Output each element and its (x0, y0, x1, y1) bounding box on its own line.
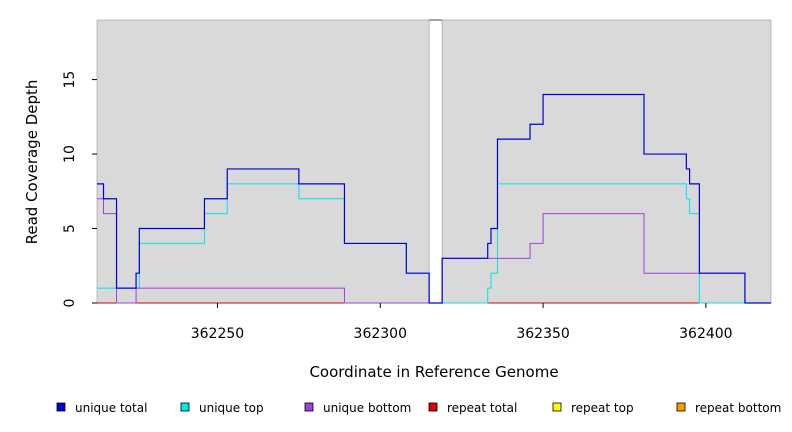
legend-label-repeat-total: repeat total (447, 401, 517, 415)
legend-label-repeat-bottom: repeat bottom (695, 401, 781, 415)
legend-label-unique-top: unique top (199, 401, 264, 415)
x-tick-label: 362300 (354, 326, 407, 342)
legend-swatch-unique-total (56, 402, 66, 412)
x-tick-label: 362400 (679, 326, 732, 342)
legend-label-repeat-top: repeat top (571, 401, 634, 415)
legend-label-unique-total: unique total (75, 401, 147, 415)
x-tick-label: 362250 (191, 326, 244, 342)
x-axis-label: Coordinate in Reference Genome (309, 363, 558, 381)
plot-panel-2 (441, 19, 772, 304)
plot-panel-1 (96, 19, 430, 304)
plot-panels (96, 19, 772, 304)
legend-label-unique-bottom: unique bottom (323, 401, 411, 415)
series-lines (97, 93, 771, 304)
legend-swatch-repeat-bottom (676, 402, 686, 412)
x-tick-label: 362350 (516, 326, 569, 342)
legend-swatch-repeat-top (552, 402, 562, 412)
legend-swatch-repeat-total (428, 402, 438, 412)
y-tick-label: 10 (62, 145, 78, 163)
legend-swatch-unique-top (180, 402, 190, 412)
y-tick-label: 15 (62, 71, 78, 89)
legend: unique total unique top unique bottom repea… (56, 401, 781, 415)
y-tick-label: 5 (62, 224, 78, 233)
series-line-unique-total (97, 93, 771, 304)
axes: 362250 362300 362350 362400 0 5 10 15 (62, 71, 733, 342)
y-axis-label: Read Coverage Depth (23, 80, 41, 245)
legend-swatch-unique-bottom (304, 402, 314, 412)
y-tick-label: 0 (62, 299, 78, 308)
